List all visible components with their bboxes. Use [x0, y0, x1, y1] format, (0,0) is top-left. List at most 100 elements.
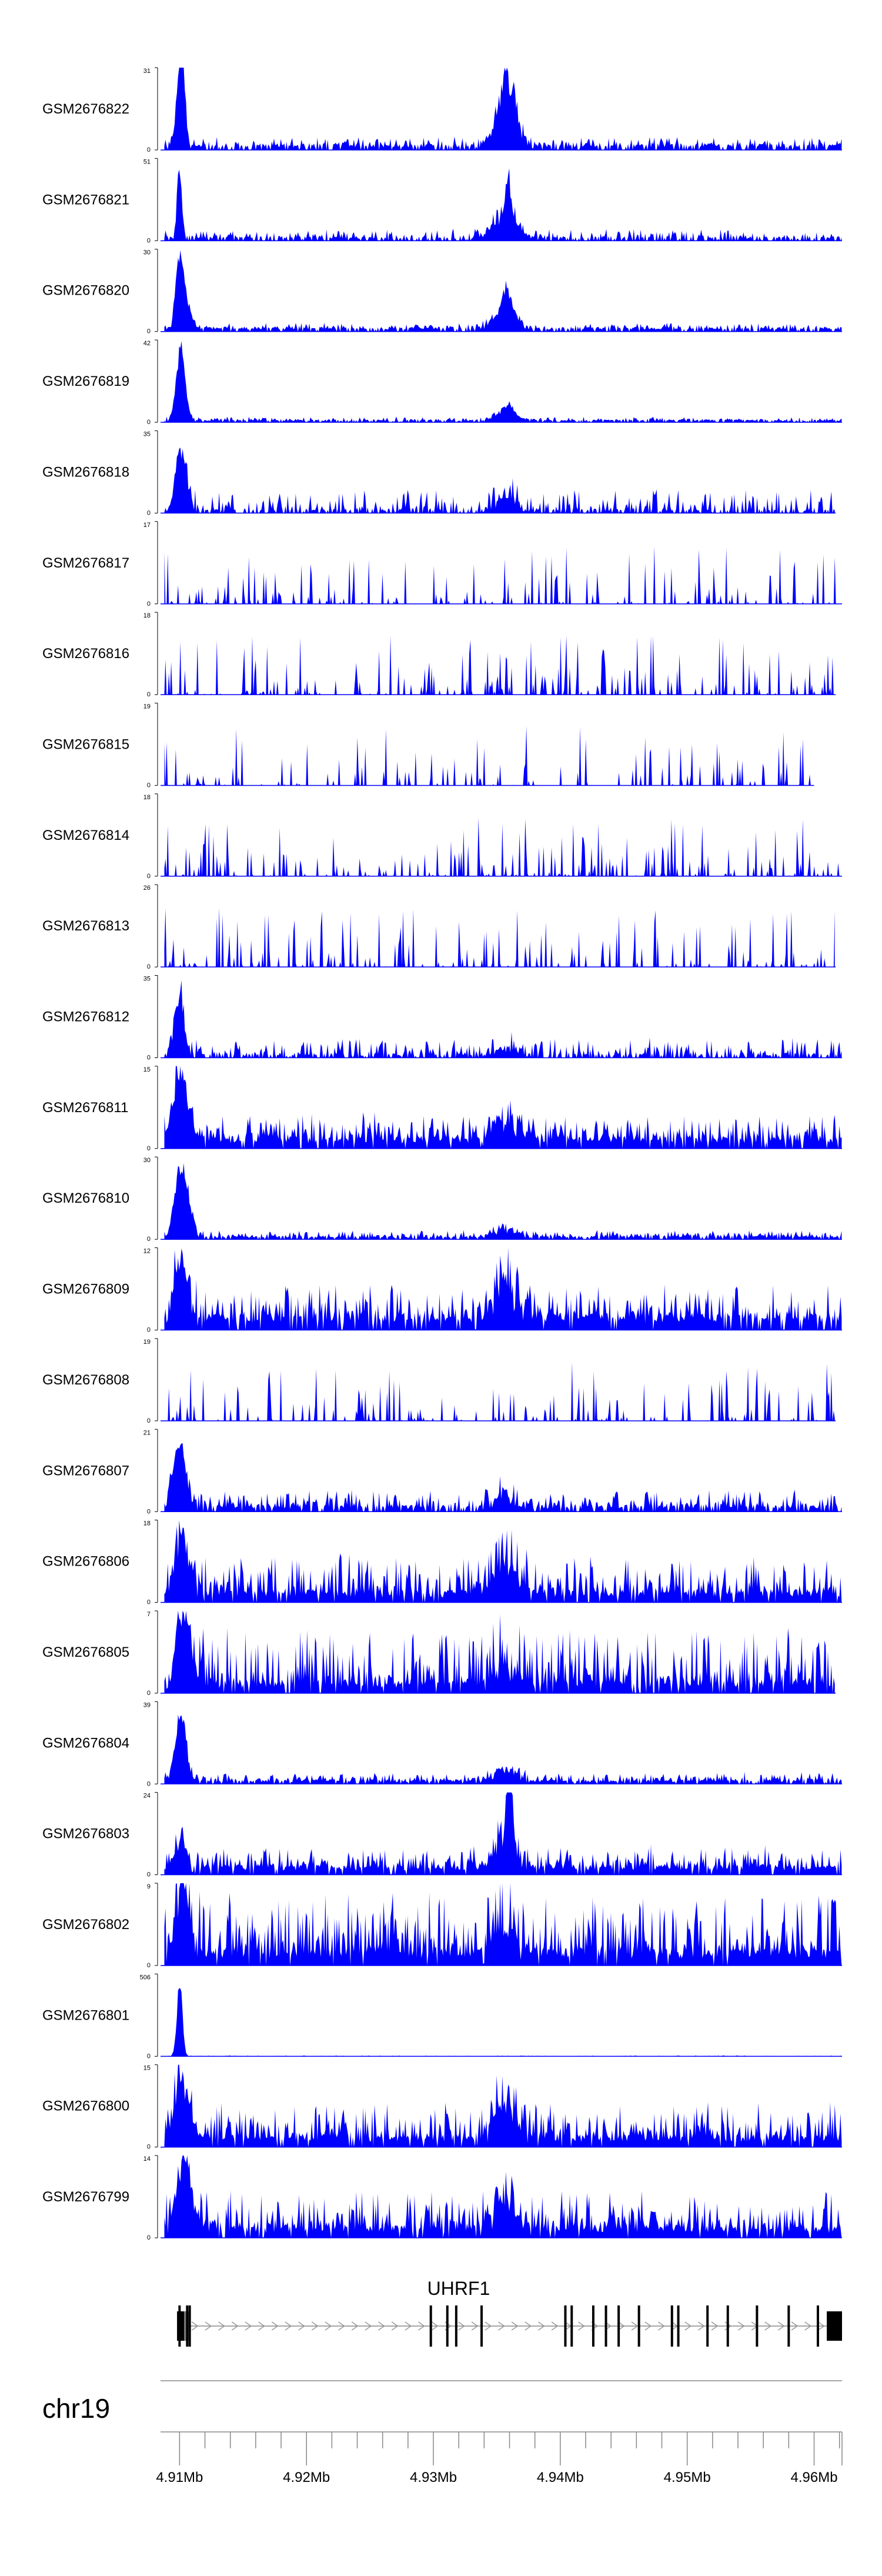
strand-arrow — [271, 2321, 279, 2331]
coverage-area — [164, 1883, 842, 1966]
track-ymin-label: 0 — [147, 1236, 151, 1243]
track-label: GSM2676814 — [42, 827, 129, 843]
track-ymin-label: 0 — [147, 1599, 151, 1606]
track-label: GSM2676816 — [42, 646, 129, 662]
strand-arrow — [791, 2321, 799, 2331]
strand-arrow — [365, 2321, 372, 2331]
gene-exon — [604, 2305, 607, 2347]
gene-exon — [706, 2305, 709, 2347]
gene-name-label: UHRF1 — [427, 2278, 490, 2299]
track-GSM2676799: GSM2676799 14 0 — [42, 2155, 842, 2241]
track-GSM2676809: GSM2676809 12 0 — [42, 1247, 842, 1334]
coverage-area — [164, 2064, 842, 2147]
coverage-area — [164, 1443, 842, 1512]
strand-arrow — [205, 2321, 212, 2331]
strand-arrow — [391, 2321, 399, 2331]
track-GSM2676819: GSM2676819 42 0 — [42, 339, 842, 426]
track-ymin-label: 0 — [147, 1508, 151, 1515]
track-label: GSM2676817 — [42, 555, 129, 571]
track-ymin-label: 0 — [147, 1871, 151, 1878]
strand-arrow — [817, 2321, 825, 2331]
coverage-area — [164, 1792, 842, 1875]
strand-arrow — [658, 2321, 665, 2331]
axis-tick-label: 4.96Mb — [790, 2470, 837, 2485]
coverage-area — [164, 1163, 842, 1240]
track-ymin-label: 0 — [147, 691, 151, 698]
strand-arrow — [418, 2321, 425, 2331]
strand-arrow — [258, 2321, 265, 2331]
track-label: GSM2676821 — [42, 192, 129, 208]
gene-3utr — [827, 2311, 842, 2341]
strand-arrow — [511, 2321, 519, 2331]
strand-arrow — [311, 2321, 319, 2331]
coverage-area — [164, 341, 842, 423]
coverage-area — [164, 1714, 842, 1784]
track-ymin-label: 0 — [147, 782, 151, 789]
track-ymax-label: 15 — [143, 2065, 151, 2072]
track-GSM2676800: GSM2676800 15 0 — [42, 2064, 842, 2151]
track-label: GSM2676801 — [42, 2007, 129, 2023]
track-GSM2676802: GSM2676802 9 0 — [42, 1883, 842, 1969]
track-ymax-label: 21 — [143, 1429, 151, 1436]
gene-exon — [570, 2305, 573, 2347]
track-GSM2676813: GSM2676813 26 0 — [42, 884, 836, 970]
gene-exon — [787, 2305, 790, 2347]
track-label: GSM2676818 — [42, 464, 129, 480]
strand-arrow — [551, 2321, 559, 2331]
track-GSM2676806: GSM2676806 18 0 — [42, 1520, 842, 1606]
track-ymax-label: 506 — [140, 1974, 151, 1981]
track-ymax-label: 42 — [143, 340, 151, 347]
track-ymax-label: 19 — [143, 703, 151, 710]
track-GSM2676804: GSM2676804 39 0 — [42, 1701, 842, 1787]
strand-arrow — [351, 2321, 359, 2331]
track-ymax-label: 9 — [147, 1883, 151, 1890]
genome-axis: chr19 4.91Mb 4.92Mb 4.93Mb 4.94Mb 4.95Mb 4.96… — [42, 2380, 843, 2485]
gene-exon — [726, 2305, 729, 2347]
strand-arrow — [684, 2321, 692, 2331]
strand-arrow — [338, 2321, 345, 2331]
track-label: GSM2676800 — [42, 2098, 129, 2114]
track-ymin-label: 0 — [147, 509, 151, 516]
axis-tick-label: 4.94Mb — [537, 2470, 584, 2485]
track-ymax-label: 31 — [143, 68, 151, 75]
track-GSM2676817: GSM2676817 17 0 — [42, 521, 842, 608]
strand-arrow — [618, 2321, 625, 2331]
gene-exon — [564, 2305, 567, 2347]
coverage-area — [164, 168, 842, 241]
coverage-area — [164, 68, 842, 150]
track-GSM2676810: GSM2676810 30 0 — [42, 1156, 842, 1243]
track-ymin-label: 0 — [147, 328, 151, 335]
track-ymin-label: 0 — [147, 963, 151, 970]
track-label: GSM2676819 — [42, 373, 129, 389]
coverage-area — [164, 1610, 835, 1693]
track-label: GSM2676810 — [42, 1190, 129, 1206]
chromosome-label: chr19 — [42, 2393, 110, 2424]
coverage-area — [164, 546, 842, 604]
coverage-area — [164, 817, 842, 876]
gene-exon — [592, 2305, 594, 2347]
strand-arrow — [458, 2321, 465, 2331]
gene-model-track: UHRF1 — [177, 2278, 842, 2347]
track-ymin-label: 0 — [147, 1690, 151, 1697]
track-ymin-label: 0 — [147, 419, 151, 426]
strand-arrow — [804, 2321, 812, 2331]
track-label: GSM2676812 — [42, 1009, 129, 1025]
gene-exon — [429, 2305, 432, 2347]
track-ymax-label: 19 — [143, 1339, 151, 1346]
gene-exon — [480, 2305, 483, 2347]
strand-arrow — [285, 2321, 292, 2331]
track-ymax-label: 24 — [143, 1793, 151, 1800]
gene-structure — [177, 2305, 842, 2347]
strand-arrow — [325, 2321, 332, 2331]
strand-arrow — [538, 2321, 545, 2331]
track-ymin-label: 0 — [147, 1962, 151, 1969]
track-ymax-label: 35 — [143, 431, 151, 438]
track-ymax-label: 18 — [143, 1520, 151, 1527]
track-GSM2676803: GSM2676803 24 0 — [42, 1792, 842, 1878]
strand-arrow — [298, 2321, 305, 2331]
track-GSM2676815: GSM2676815 19 0 — [42, 702, 814, 789]
axis-tick-label: 4.91Mb — [156, 2470, 203, 2485]
track-label: GSM2676802 — [42, 1917, 129, 1933]
axis-tick-label: 4.95Mb — [664, 2470, 711, 2485]
